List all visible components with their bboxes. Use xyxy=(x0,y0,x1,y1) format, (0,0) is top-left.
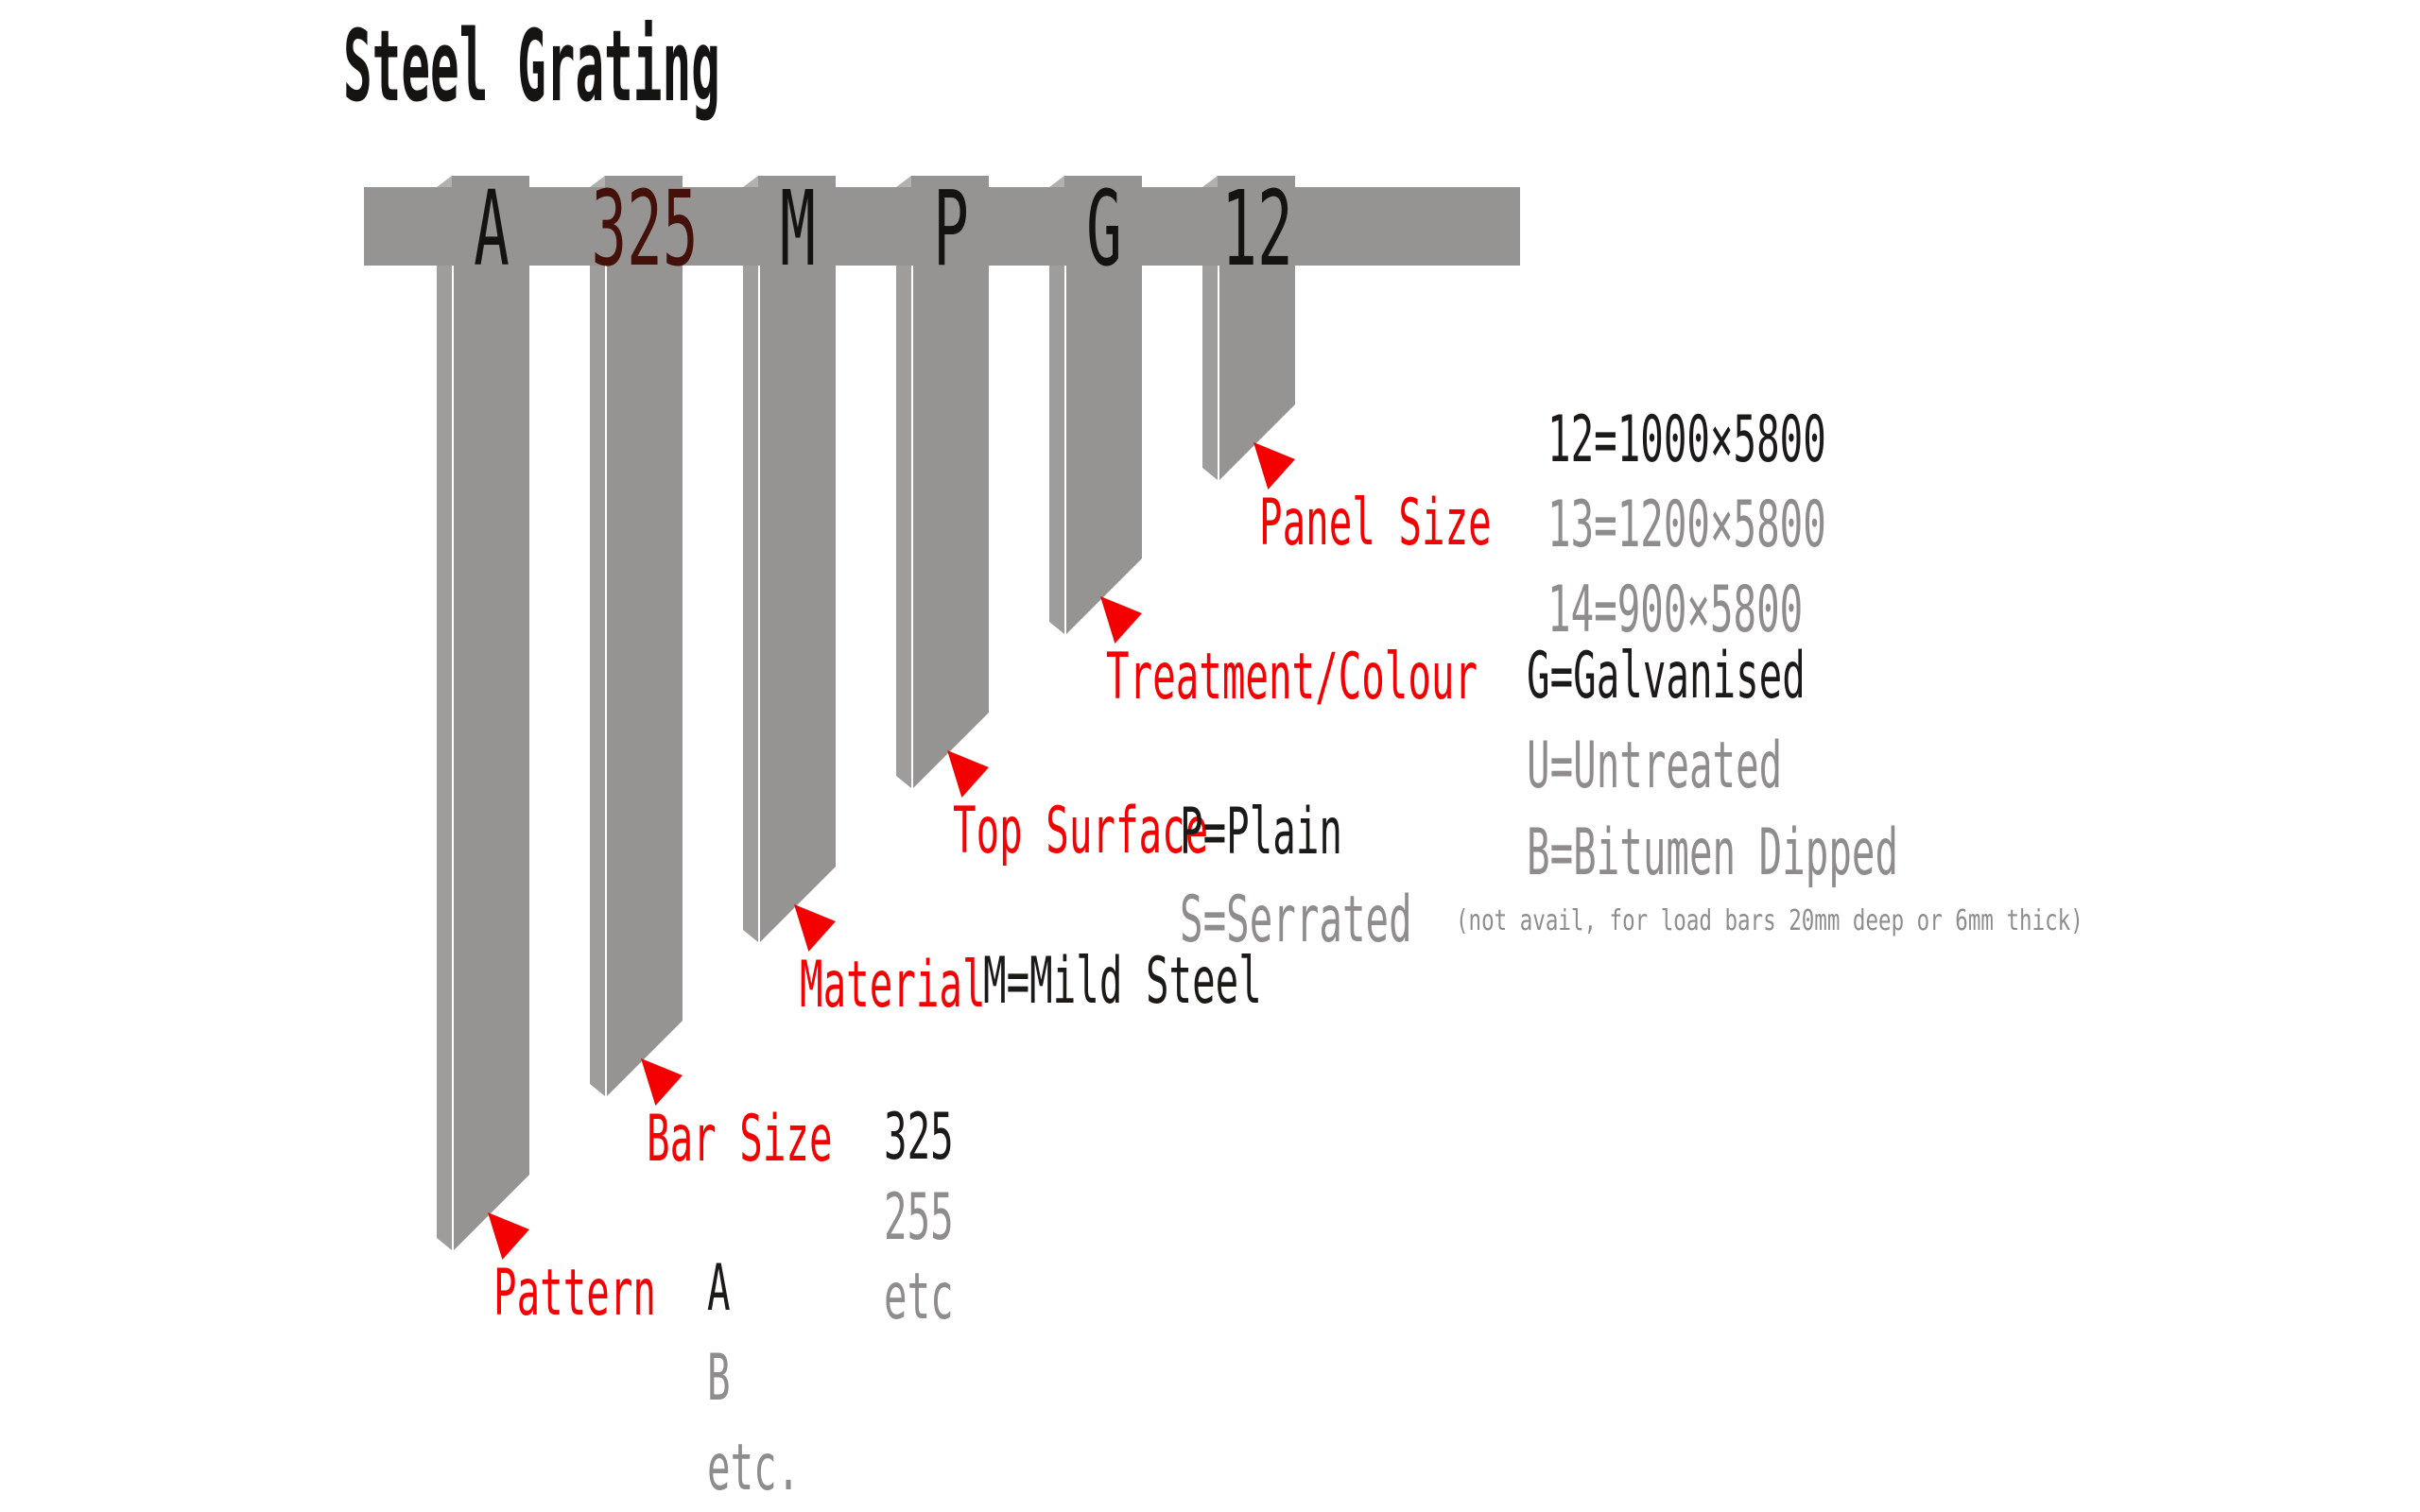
value-treatment-2: U=Untreated xyxy=(1527,729,1783,803)
value-top-surface-2: S=Serrated xyxy=(1180,883,1412,957)
label-top-surface: Top Surface xyxy=(953,794,1209,868)
label-material: Material xyxy=(800,948,986,1022)
label-treatment-colour: Treatment/Colour xyxy=(1106,640,1478,714)
value-bar-size-2: 255 xyxy=(884,1180,954,1255)
value-panel-size-3: 14=900×5800 xyxy=(1547,573,1804,647)
code-number-bar-size: 325 xyxy=(591,168,699,289)
value-bar-size-3: etc xyxy=(884,1260,954,1334)
ribbon-tab xyxy=(1218,176,1295,187)
flag-bar-size: 325 Bar Size xyxy=(590,176,833,1172)
label-pattern: Pattern xyxy=(493,1256,656,1331)
flag-pattern: A Pattern xyxy=(437,176,656,1326)
pointer-arrow-icon xyxy=(488,1212,529,1260)
pointer-arrow-icon xyxy=(641,1058,683,1106)
ribbon-side xyxy=(437,266,452,1250)
ribbon-tab xyxy=(605,176,683,187)
ribbon-side xyxy=(590,266,605,1096)
code-letter-material: M xyxy=(780,168,816,289)
ribbon-seam xyxy=(911,266,913,788)
value-panel-size-1: 12=1000×5800 xyxy=(1547,403,1826,477)
ribbon-face xyxy=(913,266,989,788)
value-pattern-3: etc. xyxy=(707,1431,801,1505)
ribbon-side xyxy=(1049,266,1064,634)
ribbon-face xyxy=(454,266,529,1250)
ribbon-side xyxy=(896,266,911,788)
ribbon-tab xyxy=(911,176,989,187)
label-bar-size: Bar Size xyxy=(647,1102,833,1177)
page-title: Steel Grating xyxy=(343,9,720,124)
ribbon-seam xyxy=(1218,266,1219,480)
code-letter-top-surface: P xyxy=(933,168,969,289)
ribbon-side xyxy=(743,266,758,942)
code-bar xyxy=(364,187,1520,266)
ribbon-face xyxy=(1066,266,1142,634)
ribbon-seam xyxy=(1064,266,1066,634)
pointer-arrow-icon xyxy=(794,904,836,952)
ribbon-face xyxy=(607,266,683,1096)
value-pattern-1: A xyxy=(707,1251,731,1326)
code-letter-treatment: G xyxy=(1086,168,1122,289)
ribbon-tab xyxy=(758,176,836,187)
ribbon-seam xyxy=(758,266,760,942)
value-treatment-1: G=Galvanised xyxy=(1527,639,1806,713)
ribbon-seam xyxy=(605,266,607,1096)
value-treatment-3: B=Bitumen Dipped xyxy=(1527,816,1899,890)
flag-treatment-colour: G Treatment/Colour xyxy=(1049,176,1478,710)
flag-panel-size: 12 Panel Size xyxy=(1202,176,1492,556)
pointer-arrow-icon xyxy=(947,750,989,798)
pointer-arrow-icon xyxy=(1100,596,1142,644)
value-panel-size-2: 13=1200×5800 xyxy=(1547,488,1826,562)
value-bar-size-1: 325 xyxy=(884,1100,954,1175)
ribbon-side xyxy=(1202,266,1218,480)
code-number-panel-size: 12 xyxy=(1221,168,1293,289)
ribbon-tab xyxy=(452,176,529,187)
pointer-arrow-icon xyxy=(1253,442,1295,490)
serrated-availability-note: (not avail, for load bars 20mm deep or 6… xyxy=(1456,904,2083,937)
value-material-1: M=Mild Steel xyxy=(983,944,1262,1019)
value-pattern-2: B xyxy=(707,1341,731,1416)
flag-top-surface: P Top Surface xyxy=(896,176,1208,864)
ribbon-seam xyxy=(452,266,454,1250)
code-letter-pattern: A xyxy=(474,168,510,289)
flag-material: M Material xyxy=(743,176,986,1018)
ribbon-face xyxy=(760,266,836,942)
ribbon-tab xyxy=(1064,176,1142,187)
label-panel-size: Panel Size xyxy=(1259,486,1492,560)
value-top-surface-1: P=Plain xyxy=(1180,795,1342,869)
